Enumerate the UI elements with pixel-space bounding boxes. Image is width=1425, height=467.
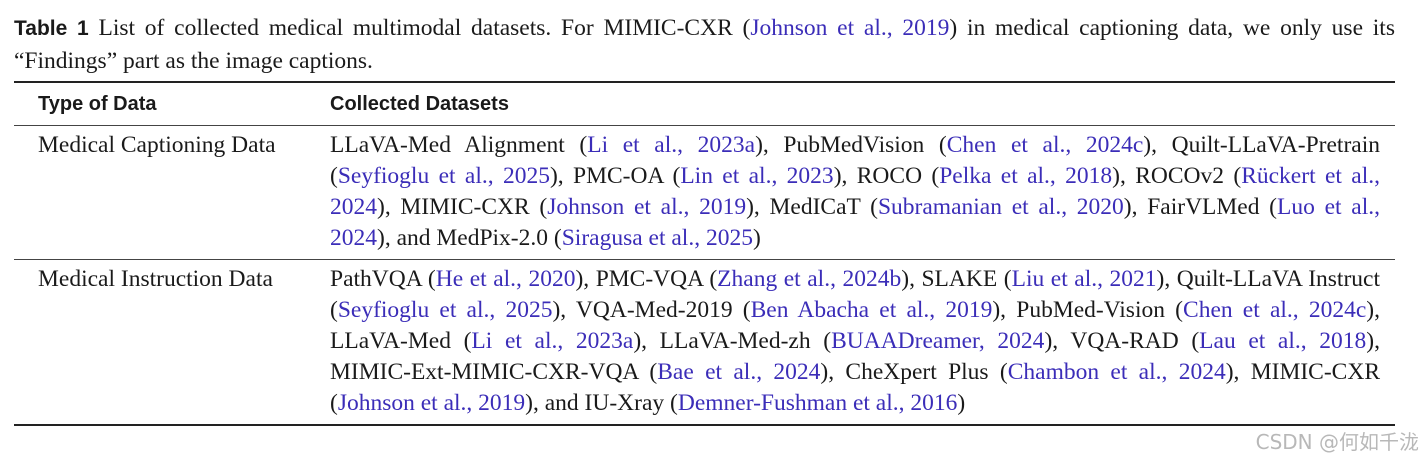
column-header-type: Type of Data: [38, 92, 157, 115]
citation-link[interactable]: Chen et al., 2024c: [946, 132, 1144, 158]
dataset-text: ): [752, 225, 761, 251]
dataset-text: ), CheXpert Plus (: [820, 359, 1008, 385]
table-caption: Table 1 List of collected medical multim…: [14, 12, 1395, 77]
dataset-text: ), PubMed-Vision (: [992, 297, 1184, 323]
dataset-text: ), ROCOv2 (: [1112, 163, 1242, 189]
citation-link[interactable]: Johnson et al., 2019: [337, 390, 526, 416]
citation-link[interactable]: Li et al., 2023a: [587, 132, 756, 158]
citation-link[interactable]: Bae et al., 2024: [657, 359, 821, 385]
citation-link[interactable]: Siragusa et al., 2025: [561, 225, 753, 251]
dataset-text: ), FairVLMed (: [1123, 194, 1278, 220]
dataset-text: ), and MedPix-2.0 (: [377, 225, 562, 251]
dataset-text: ), PMC-OA (: [549, 163, 681, 189]
citation-link[interactable]: Lau et al., 2018: [1199, 328, 1367, 354]
citation-link[interactable]: Pelka et al., 2018: [939, 163, 1113, 189]
dataset-text: ), VQA-RAD (: [1044, 328, 1200, 354]
top-rule: [14, 81, 1395, 83]
citation-link[interactable]: Luo et al., 2024: [330, 194, 1380, 251]
citation-link[interactable]: BUAADreamer, 2024: [831, 328, 1045, 354]
dataset-text: ), MIMIC-CXR (: [377, 194, 548, 220]
citation-link[interactable]: Johnson et al., 2019: [750, 15, 950, 41]
watermark: CSDN @何如千泷: [1255, 430, 1419, 454]
citation-link[interactable]: Liu et al., 2021: [1011, 266, 1157, 292]
dataset-text: ), and IU-Xray (: [525, 390, 678, 416]
dataset-text: ), ROCO (: [833, 163, 940, 189]
header-rule: [14, 125, 1395, 126]
dataset-text: ), PMC-VQA (: [575, 266, 718, 292]
dataset-text: ), MedICaT (: [746, 194, 878, 220]
dataset-text: ), PubMedVision (: [755, 132, 947, 158]
table-label: Table 1: [14, 17, 89, 40]
dataset-text: LLaVA-Med Alignment (: [330, 132, 588, 158]
dataset-text: ), MIMIC-CXR (: [330, 359, 1380, 416]
row-datasets-cell: LLaVA-Med Alignment (Li et al., 2023a), …: [330, 130, 1380, 254]
citation-link[interactable]: Li et al., 2023a: [471, 328, 634, 354]
row-type-cell: Medical Captioning Data: [38, 132, 276, 158]
table-row: Medical Instruction Data PathVQA (He et …: [14, 260, 1395, 424]
citation-link[interactable]: Seyfioglu et al., 2025: [337, 297, 553, 323]
dataset-text: ), VQA-Med-2019 (: [552, 297, 751, 323]
dataset-text: ), MIMIC-Ext-MIMIC-CXR-VQA (: [330, 328, 1380, 385]
row-rule: [14, 259, 1395, 260]
dataset-text: ), LLaVA-Med-zh (: [633, 328, 832, 354]
citation-link[interactable]: Ben Abacha et al., 2019: [750, 297, 993, 323]
row-datasets-cell: PathVQA (He et al., 2020), PMC-VQA (Zhan…: [330, 264, 1380, 419]
citation-link[interactable]: Lin et al., 2023: [680, 163, 834, 189]
dataset-text: ), SLAKE (: [901, 266, 1012, 292]
citation-link[interactable]: Zhang et al., 2024b: [717, 266, 902, 292]
row-type-cell: Medical Instruction Data: [38, 266, 273, 292]
caption-text: ) in medical captioning data, we only us…: [14, 15, 1395, 74]
citation-link[interactable]: Seyfioglu et al., 2025: [337, 163, 550, 189]
dataset-text: PathVQA (: [330, 266, 436, 292]
table-header-row: Type of Data Collected Datasets: [14, 83, 1395, 125]
dataset-text: ), Quilt-LLaVA Instruct (: [330, 266, 1380, 323]
table-row: Medical Captioning Data LLaVA-Med Alignm…: [14, 126, 1395, 259]
dataset-text: ): [957, 390, 966, 416]
paper-table-figure: Table 1 List of collected medical multim…: [14, 12, 1395, 426]
dataset-text: ), LLaVA-Med (: [330, 297, 1380, 354]
citation-link[interactable]: Chambon et al., 2024: [1007, 359, 1226, 385]
citation-link[interactable]: Rückert et al., 2024: [330, 163, 1380, 220]
citation-link[interactable]: Demner-Fushman et al., 2016: [677, 390, 958, 416]
bottom-rule: [14, 424, 1395, 426]
citation-link[interactable]: Johnson et al., 2019: [547, 194, 747, 220]
dataset-text: ), Quilt-LLaVA-Pretrain (: [330, 132, 1380, 189]
citation-link[interactable]: Chen et al., 2024c: [1183, 297, 1367, 323]
caption-text: List of collected medical multimodal dat…: [88, 15, 751, 41]
citation-link[interactable]: He et al., 2020: [435, 266, 576, 292]
column-header-datasets: Collected Datasets: [330, 92, 509, 115]
citation-link[interactable]: Subramanian et al., 2020: [877, 194, 1124, 220]
